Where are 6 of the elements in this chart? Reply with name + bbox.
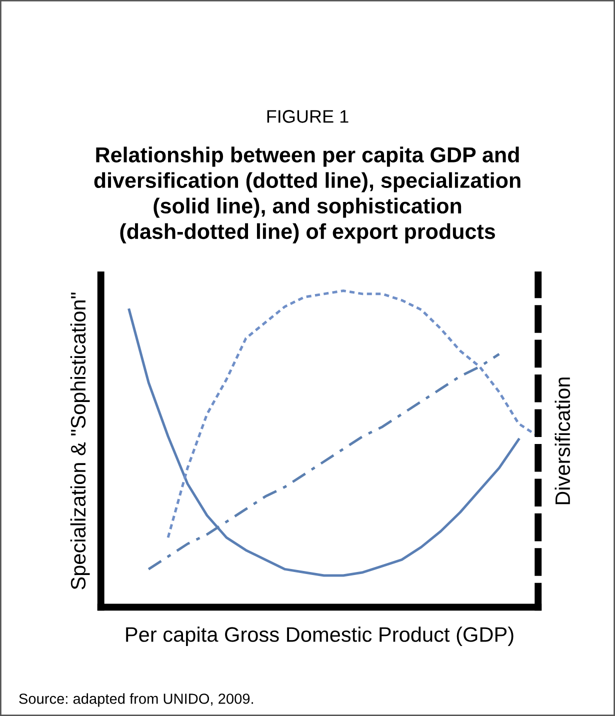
y2-axis-title: Diversification [554, 378, 570, 504]
chart-subtitle: Relationship between per capita GDP and diversification (dotted line), specialization (solid line), and sophistication (dash-dotted line) of export products [94, 146, 520, 244]
x-axis-title: Per capita Gross Domestic Product (GDP) [126, 626, 514, 646]
y-axis-title: Specialization & "Sophistication" [70, 292, 90, 590]
source-note: Source: adapted from UNIDO, 2009. [19, 693, 253, 707]
chart-title: FIGURE 1 [267, 110, 348, 123]
